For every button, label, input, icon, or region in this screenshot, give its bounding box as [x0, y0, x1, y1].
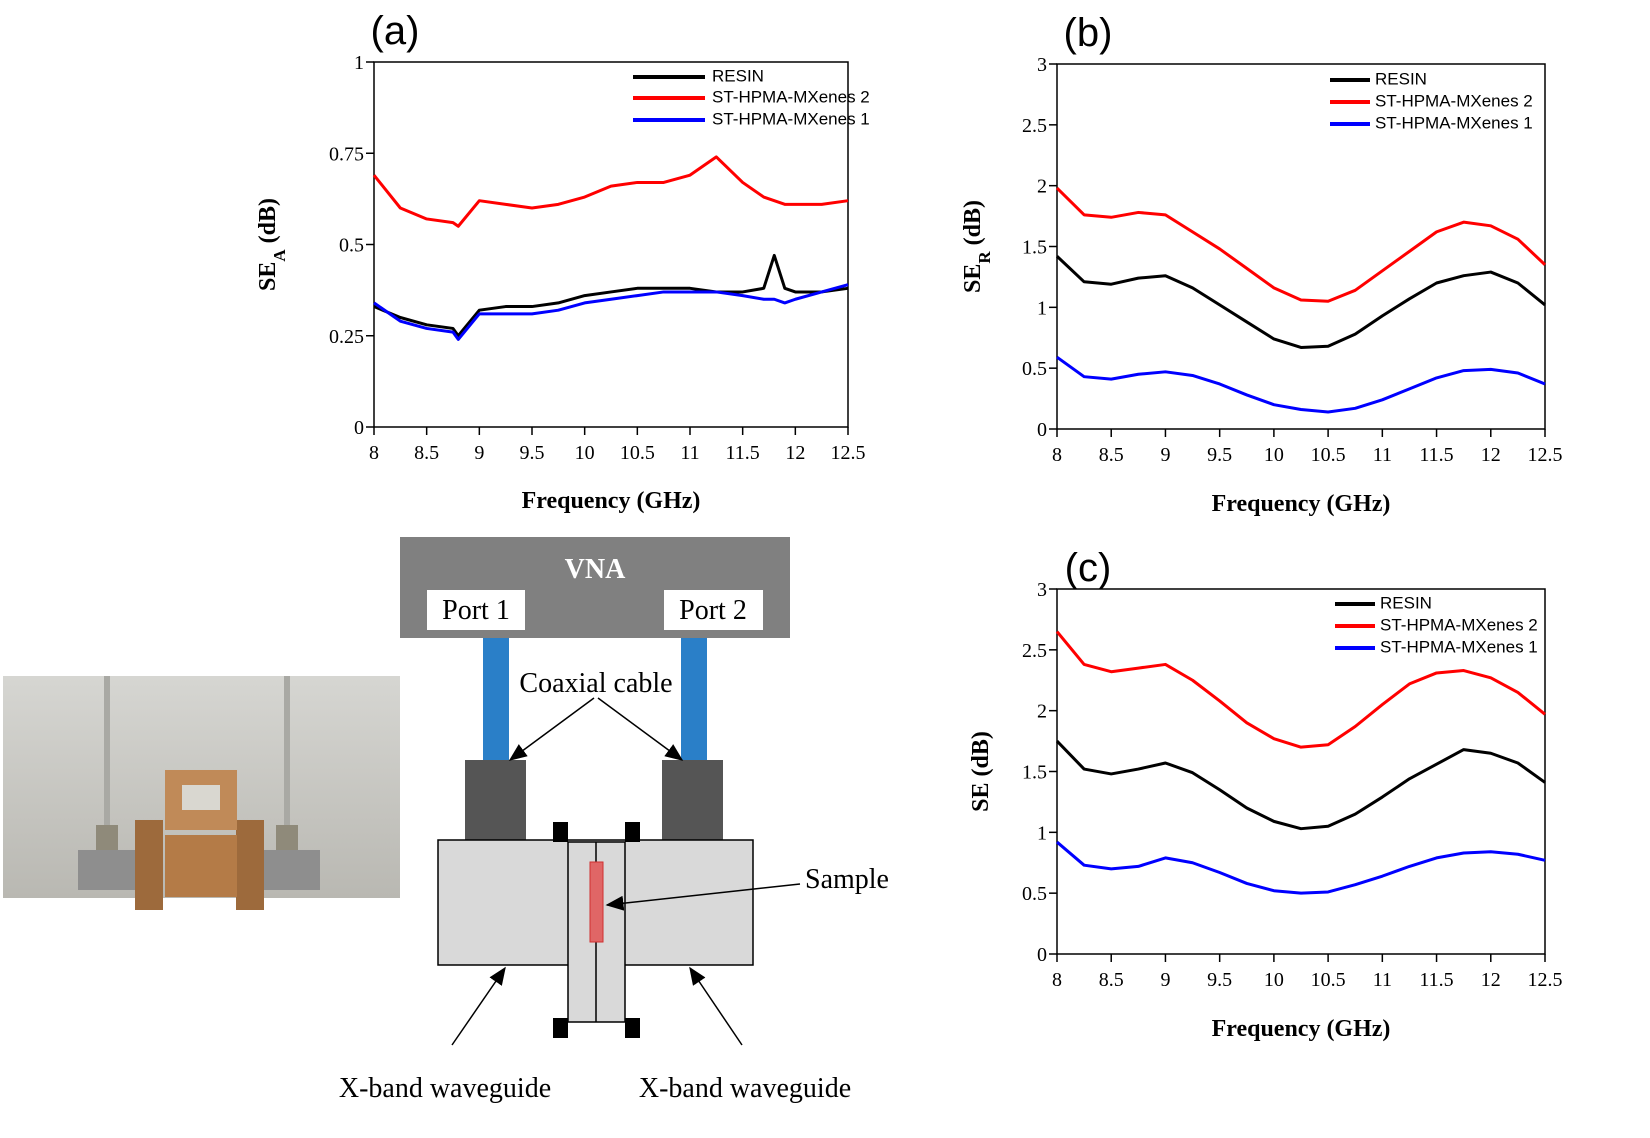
data-line — [1055, 630, 1546, 749]
x-tick-label: 8.5 — [1099, 444, 1124, 466]
x-tick-label: 10.5 — [1311, 969, 1346, 991]
legend-label: RESIN — [1380, 593, 1432, 612]
y-axis-label-part: SE — [255, 262, 281, 291]
x-tick-label: 11 — [1373, 444, 1392, 466]
x-tick-label: 10 — [575, 442, 595, 464]
x-tick-label: 10.5 — [1311, 444, 1346, 466]
y-axis-label: SER (dB) — [960, 200, 994, 293]
x-tick-label: 12.5 — [1528, 444, 1563, 466]
x-tick-label: 8.5 — [1099, 969, 1124, 991]
x-tick-label: 12 — [785, 442, 805, 464]
y-axis-label: SE (dB) — [968, 731, 994, 812]
x-tick-label: 10.5 — [620, 442, 655, 464]
x-tick-label: 9 — [1160, 444, 1170, 466]
y-tick-label: 3 — [1037, 54, 1047, 76]
x-tick-label: 12 — [1481, 969, 1501, 991]
y-tick-label: 3 — [1037, 579, 1047, 601]
x-tick-label: 8 — [369, 442, 379, 464]
y-tick-label: 0.75 — [329, 143, 364, 165]
legend-label: RESIN — [1375, 69, 1427, 88]
data-line — [372, 155, 849, 228]
y-tick-label: 0.5 — [1022, 358, 1047, 380]
sample-label: Sample — [805, 864, 889, 895]
diagram: VNA Port 1 Port 2 Coaxial cable Sample X… — [339, 537, 889, 1104]
y-axis-label-part: (dB) — [255, 198, 281, 249]
plot-frame — [1056, 588, 1546, 955]
legend-label: ST-HPMA-MXenes 2 — [1375, 91, 1533, 110]
y-tick-label: 0 — [1037, 944, 1047, 966]
x-axis-label: Frequency (GHz) — [522, 488, 701, 514]
legend-label: ST-HPMA-MXenes 2 — [1380, 615, 1538, 634]
y-tick-label: 1.5 — [1022, 237, 1047, 259]
y-tick-label: 0 — [354, 417, 364, 439]
y-tick-label: 0.25 — [329, 326, 364, 348]
chart-title: (b) — [1064, 11, 1113, 55]
port-label: Port 1 — [442, 595, 510, 626]
x-tick-label: 8.5 — [414, 442, 439, 464]
y-tick-label: 0.5 — [339, 235, 364, 257]
x-axis-label: Frequency (GHz) — [1212, 491, 1391, 517]
y-tick-label: 2 — [1037, 176, 1047, 198]
y-tick-label: 2.5 — [1022, 640, 1047, 662]
y-tick-label: 2 — [1037, 701, 1047, 723]
legend-label: ST-HPMA-MXenes 2 — [712, 87, 870, 106]
data-line — [1055, 255, 1546, 349]
x-tick-label: 10 — [1264, 444, 1284, 466]
x-tick-label: 9.5 — [1207, 969, 1232, 991]
y-tick-label: 0 — [1037, 419, 1047, 441]
x-tick-label: 9.5 — [520, 442, 545, 464]
legend-label: ST-HPMA-MXenes 1 — [1380, 637, 1538, 656]
cable-label: Coaxial cable — [519, 668, 672, 699]
data-line — [1055, 187, 1547, 303]
y-axis-label-part: R — [975, 251, 994, 264]
data-line — [1055, 740, 1546, 831]
y-axis-label-part: A — [270, 249, 289, 262]
y-axis-label-part: (dB) — [960, 200, 986, 251]
chart-title: (c) — [1065, 546, 1112, 590]
y-tick-label: 1 — [1037, 822, 1047, 844]
x-tick-label: 11 — [1373, 969, 1392, 991]
chart-title: (a) — [371, 9, 420, 53]
y-axis-label-part: SE (dB) — [968, 731, 994, 812]
x-tick-label: 12 — [1481, 444, 1501, 466]
x-tick-label: 8 — [1052, 444, 1062, 466]
y-tick-label: 0.5 — [1022, 883, 1047, 905]
x-tick-label: 9.5 — [1207, 444, 1232, 466]
y-axis-label-part: SE — [960, 264, 986, 293]
y-tick-label: 2.5 — [1022, 115, 1047, 137]
x-axis-label: Frequency (GHz) — [1212, 1016, 1391, 1042]
x-tick-label: 10 — [1264, 969, 1284, 991]
vna-label: VNA — [565, 554, 626, 585]
waveguide-label: X-band waveguide — [639, 1073, 851, 1104]
x-tick-label: 11.5 — [726, 442, 760, 464]
port-label: Port 2 — [679, 595, 747, 626]
x-tick-label: 11.5 — [1419, 969, 1453, 991]
x-tick-label: 11 — [680, 442, 699, 464]
plot-frame — [1056, 63, 1546, 430]
y-tick-label: 1 — [354, 52, 364, 74]
x-tick-label: 12.5 — [1528, 969, 1563, 991]
legend-label: ST-HPMA-MXenes 1 — [1375, 113, 1533, 132]
data-line — [373, 253, 849, 338]
photo — [3, 676, 400, 910]
data-line — [373, 283, 849, 341]
x-tick-label: 8 — [1052, 969, 1062, 991]
x-tick-label: 11.5 — [1419, 444, 1453, 466]
data-line — [1056, 355, 1546, 414]
y-tick-label: 1.5 — [1022, 762, 1047, 784]
waveguide-label: X-band waveguide — [339, 1073, 551, 1104]
x-tick-label: 9 — [474, 442, 484, 464]
legend-label: ST-HPMA-MXenes 1 — [712, 109, 870, 128]
legend-label: RESIN — [712, 66, 764, 85]
y-tick-label: 1 — [1037, 297, 1047, 319]
y-axis-label: SEA (dB) — [255, 198, 289, 291]
x-tick-label: 9 — [1160, 969, 1170, 991]
plot-frame — [373, 61, 849, 428]
x-tick-label: 12.5 — [831, 442, 866, 464]
data-line — [1056, 840, 1546, 895]
